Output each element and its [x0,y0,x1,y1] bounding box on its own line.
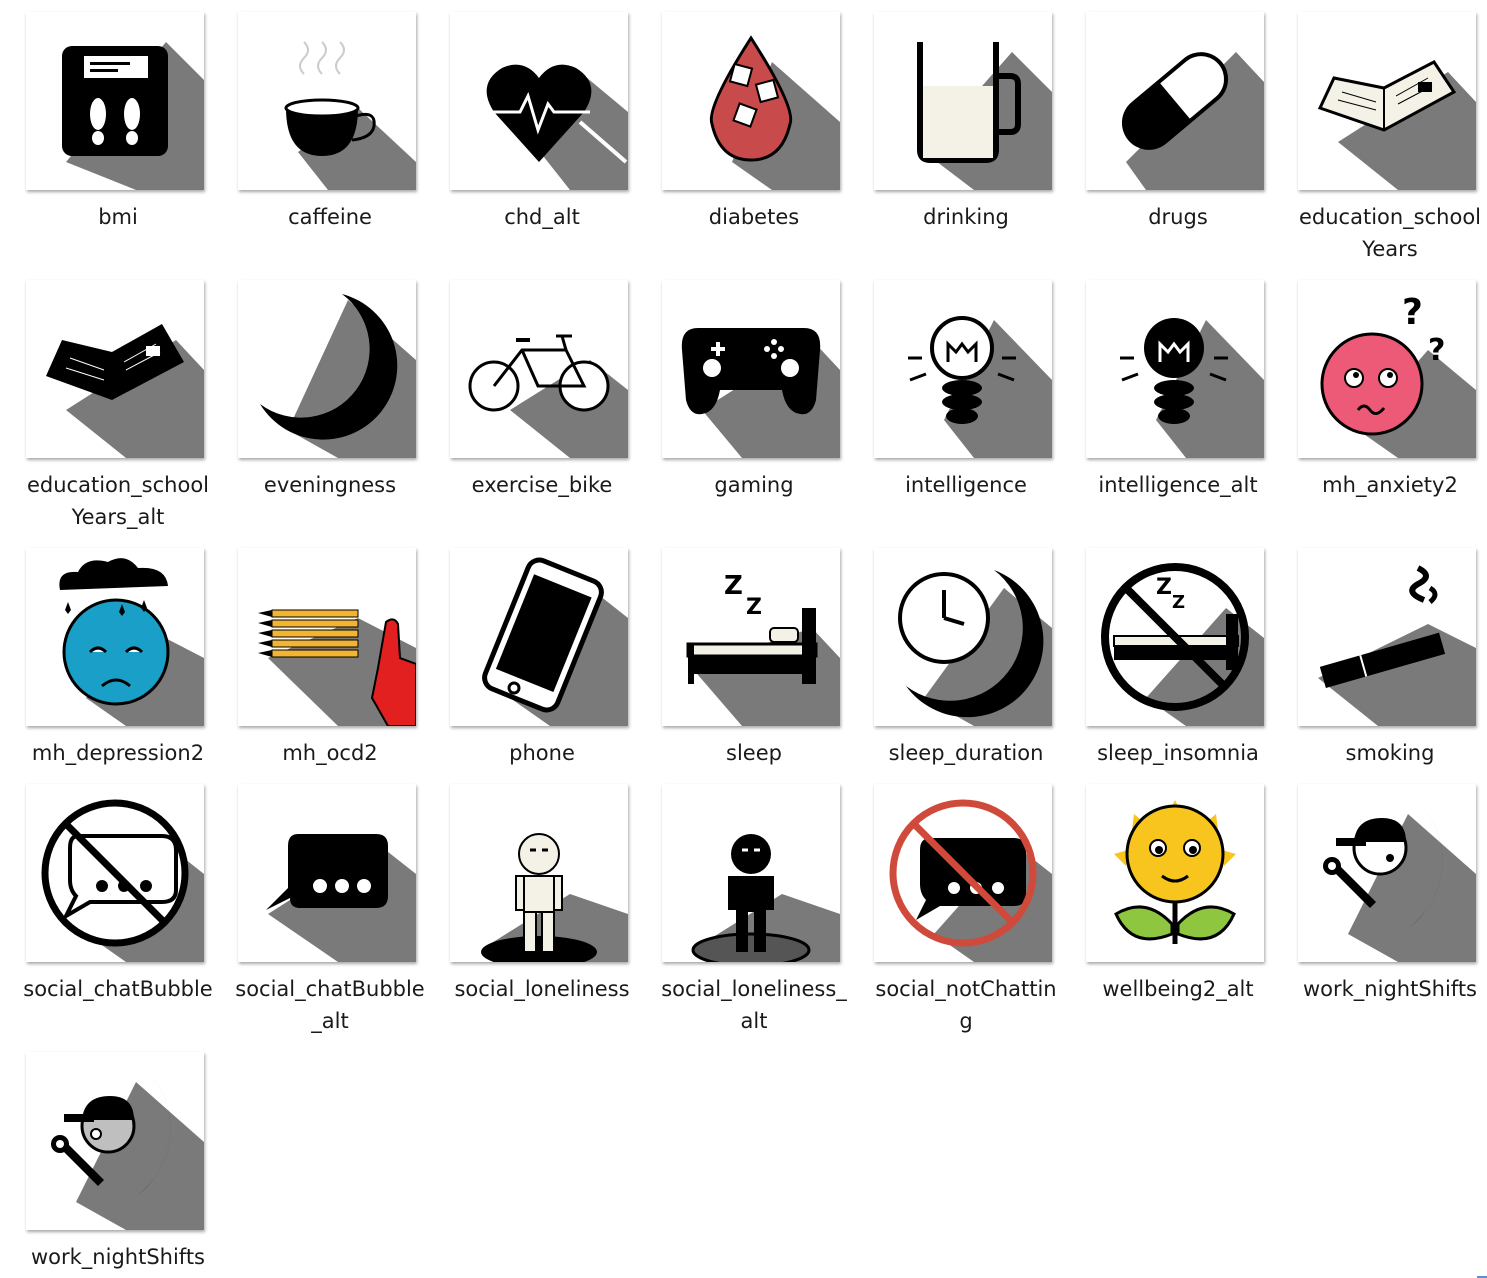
file-label: drugs [1148,205,1208,229]
worker-moon-icon[interactable] [1298,784,1476,962]
bmi-scale-icon[interactable] [26,12,204,190]
file-label: intelligence [905,473,1027,497]
pill-capsule-icon[interactable] [1086,12,1264,190]
bed-zzz-icon[interactable]: Z Z [662,548,840,726]
file-label: sleep_insomnia [1097,741,1259,765]
file-label: social_loneliness_alt [661,977,847,1033]
file-label: drinking [923,205,1009,229]
file-label: sleep_duration [888,741,1044,765]
gamepad-icon[interactable] [662,280,840,458]
sunflower-face-icon[interactable] [1086,784,1264,962]
file-label: mh_anxiety2 [1322,473,1458,497]
anxious-face-icon[interactable]: ? ? [1298,280,1476,458]
worker-moon-grey-icon[interactable] [26,1052,204,1230]
file-label: social_loneliness [454,977,630,1001]
file-label: chd_alt [504,205,580,229]
file-label: work_nightShifts [1302,977,1477,1001]
file-label: mh_ocd2 [282,741,378,765]
clock-moon-icon[interactable] [874,548,1052,726]
file-label: exercise_bike [471,473,613,497]
file-label: wellbeing2_alt [1102,977,1254,1001]
open-book-dark-icon[interactable] [26,280,204,458]
file-label: intelligence_alt [1098,473,1258,497]
bicycle-icon[interactable] [450,280,628,458]
coffee-cup-icon[interactable] [238,12,416,190]
no-chat-bubble-icon[interactable] [26,784,204,962]
crescent-moon-icon[interactable] [238,280,416,458]
file-label: diabetes [708,205,800,229]
file-label: gaming [714,473,794,497]
file-label: sleep [726,741,782,765]
file-label: caffeine [288,205,372,229]
lightbulb-dark-icon[interactable] [1086,280,1264,458]
scrollbar-hint[interactable] [1477,1276,1487,1278]
lonely-person-dark-icon[interactable] [662,784,840,962]
file-label: mh_depression2 [31,741,205,765]
sad-face-raincloud-icon[interactable] [26,548,204,726]
file-label: eveningness [263,473,397,497]
mug-icon[interactable] [874,12,1052,190]
smartphone-icon[interactable] [450,548,628,726]
file-label: social_chatBubble_alt [235,977,425,1033]
lonely-person-icon[interactable] [450,784,628,962]
no-sleep-icon[interactable]: Z Z [1086,548,1264,726]
file-label: work_nightShifts [30,1245,205,1269]
no-chat-red-icon[interactable] [874,784,1052,962]
file-label: bmi [98,205,138,229]
chat-bubble-icon[interactable] [238,784,416,962]
svg-text:Z: Z [1156,575,1172,600]
lightbulb-icon[interactable] [874,280,1052,458]
svg-text:?: ? [1428,333,1445,368]
svg-text:Z: Z [1172,592,1185,613]
heart-pulse-icon[interactable] [450,12,628,190]
file-label: education_schoolYears_alt [26,473,210,529]
svg-text:Z: Z [724,571,743,601]
file-label: social_chatBubble [23,977,213,1001]
svg-text:Z: Z [746,595,762,620]
file-label: social_notChatting [875,977,1057,1033]
blood-drop-sugar-icon[interactable] [662,12,840,190]
file-label: phone [509,741,575,765]
file-label: education_schoolYears [1298,205,1482,261]
file-label: smoking [1345,741,1435,765]
cigarette-icon[interactable] [1298,548,1476,726]
svg-text:?: ? [1402,292,1423,333]
pencils-hand-icon[interactable] [238,548,416,726]
open-book-icon[interactable] [1298,12,1476,190]
